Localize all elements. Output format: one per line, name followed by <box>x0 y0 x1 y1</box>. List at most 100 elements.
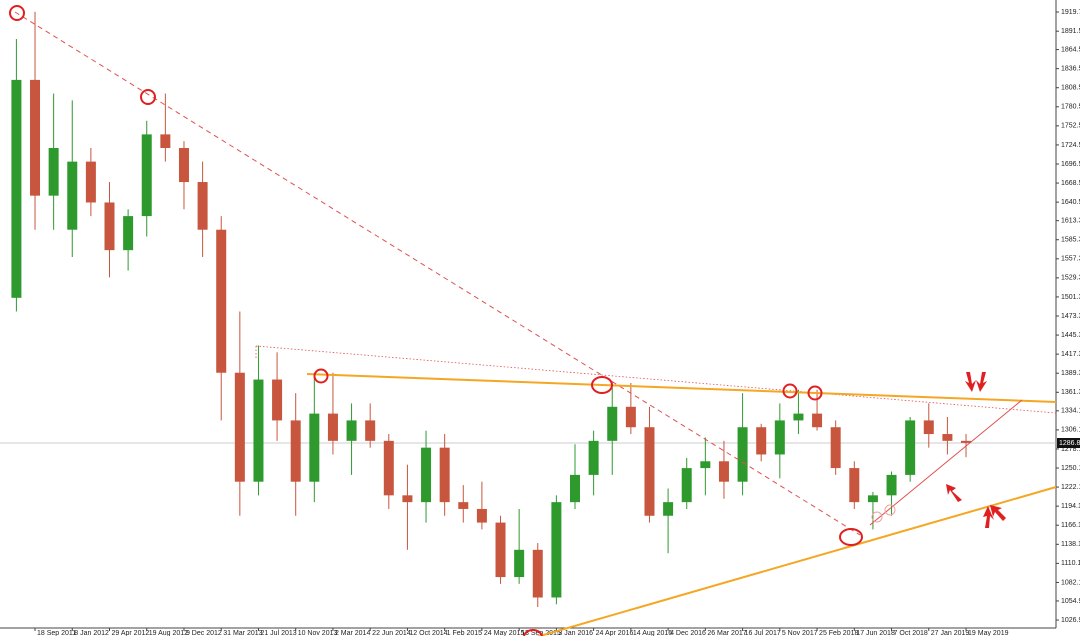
y-tick-label: 1194.10 <box>1061 503 1080 510</box>
candle-body <box>476 508 487 523</box>
x-tick-label: 10 Nov 2013 <box>298 630 338 636</box>
x-tick-label: 27 Jan 2019 <box>931 630 970 636</box>
candle-body <box>234 372 245 482</box>
candle-body <box>793 413 804 421</box>
candle-body <box>663 502 674 516</box>
candle-body <box>681 468 692 503</box>
x-tick-label: 8 Jan 2012 <box>74 630 109 636</box>
y-tick-label: 1501.30 <box>1061 294 1080 301</box>
candle-body <box>439 447 450 503</box>
y-tick-label: 1278.10 <box>1061 446 1080 453</box>
candle-body <box>11 79 22 298</box>
candle-body <box>365 420 376 441</box>
x-tick-label: 29 Apr 2012 <box>112 630 150 636</box>
marker-circle <box>871 511 883 523</box>
candle-body <box>923 420 934 435</box>
candle-body <box>309 413 320 482</box>
x-tick-label: 25 Feb 2018 <box>819 630 858 636</box>
candle-body <box>290 420 301 482</box>
y-tick-label: 1808.50 <box>1061 85 1080 92</box>
candle-body <box>104 202 115 251</box>
candle-body <box>253 379 264 482</box>
candle-body <box>67 161 78 230</box>
arrow <box>946 484 962 502</box>
x-tick-label: 24 Apr 2016 <box>596 630 634 636</box>
candle-body <box>421 447 432 503</box>
x-tick-label: 22 Jun 2014 <box>372 630 411 636</box>
candle-body <box>961 440 972 443</box>
x-tick-label: 7 Oct 2018 <box>894 630 928 636</box>
y-tick-label: 1082.10 <box>1061 579 1080 586</box>
candle-body <box>514 549 525 578</box>
candle-body <box>625 406 636 428</box>
y-tick-label: 1557.30 <box>1061 256 1080 263</box>
y-tick-label: 1026.90 <box>1061 617 1080 624</box>
y-tick-label: 1054.90 <box>1061 598 1080 605</box>
y-tick-label: 1445.30 <box>1061 332 1080 339</box>
candle-body <box>700 461 711 469</box>
candle-body <box>532 549 543 598</box>
x-tick-label: 2 Mar 2014 <box>335 630 371 636</box>
candle-body <box>607 406 618 441</box>
x-tick-label: 19 May 2019 <box>968 630 1009 636</box>
marker-circle <box>140 89 156 105</box>
candle-body <box>718 461 729 482</box>
y-tick-label: 1334.10 <box>1061 408 1080 415</box>
candle-body <box>141 134 152 217</box>
x-tick-label: 1 Feb 2015 <box>447 630 483 636</box>
support-line <box>536 486 1057 636</box>
y-tick-label: 1613.30 <box>1061 218 1080 225</box>
y-tick-label: 1640.50 <box>1061 199 1080 206</box>
trend-line <box>255 345 1057 414</box>
marker-circle <box>313 368 329 384</box>
candle-body <box>551 502 562 598</box>
candle-body <box>402 495 413 503</box>
x-tick-label: 17 Jun 2018 <box>856 630 895 636</box>
x-tick-label: 18 Sep 2011 <box>37 630 76 636</box>
x-tick-label: 3 Jan 2016 <box>558 630 593 636</box>
candle-body <box>30 79 41 196</box>
y-tick-label: 1891.50 <box>1061 28 1080 35</box>
y-tick-label: 1138.10 <box>1061 541 1080 548</box>
resistance-line <box>306 373 1057 403</box>
candle-body <box>644 427 655 516</box>
candle-body <box>216 229 227 373</box>
candle-body <box>774 420 785 455</box>
marker-circle <box>523 629 543 636</box>
candle-body <box>905 420 916 475</box>
x-tick-label: 14 Aug 2016 <box>633 630 672 636</box>
y-tick-label: 1473.30 <box>1061 313 1080 320</box>
y-tick-label: 1836.50 <box>1061 65 1080 72</box>
candle-body <box>886 474 897 496</box>
candle-body <box>737 427 748 482</box>
y-tick-label: 1222.10 <box>1061 484 1080 491</box>
candle-body <box>327 413 338 441</box>
y-tick-label: 1166.10 <box>1061 522 1080 529</box>
y-tick-label: 1417.30 <box>1061 351 1080 358</box>
x-tick-label: 5 Nov 2017 <box>782 630 818 636</box>
marker-circle <box>884 504 896 516</box>
trend-line <box>14 11 861 536</box>
y-tick-label: 1585.30 <box>1061 237 1080 244</box>
arrow <box>965 372 976 392</box>
x-tick-label: 4 Dec 2016 <box>670 630 706 636</box>
y-tick-label: 1389.30 <box>1061 370 1080 377</box>
arrows <box>946 372 1006 528</box>
x-tick-label: 31 Mar 2013 <box>223 630 262 636</box>
x-tick-label: 19 Aug 2012 <box>149 630 188 636</box>
marker-circle <box>9 5 25 21</box>
candle-body <box>588 440 599 475</box>
y-tick-label: 1250.10 <box>1061 465 1080 472</box>
candle-body <box>346 420 357 441</box>
y-tick-label: 1110.10 <box>1061 560 1080 567</box>
candle-body <box>383 440 394 496</box>
arrow <box>983 506 994 528</box>
last-price-box <box>1057 438 1080 449</box>
x-tick-label: 16 Jul 2017 <box>745 630 781 636</box>
candle-body <box>160 134 171 148</box>
candle-body <box>830 427 841 469</box>
candle-body <box>458 502 469 509</box>
y-tick-label: 1529.30 <box>1061 275 1080 282</box>
y-tick-label: 1696.50 <box>1061 161 1080 168</box>
